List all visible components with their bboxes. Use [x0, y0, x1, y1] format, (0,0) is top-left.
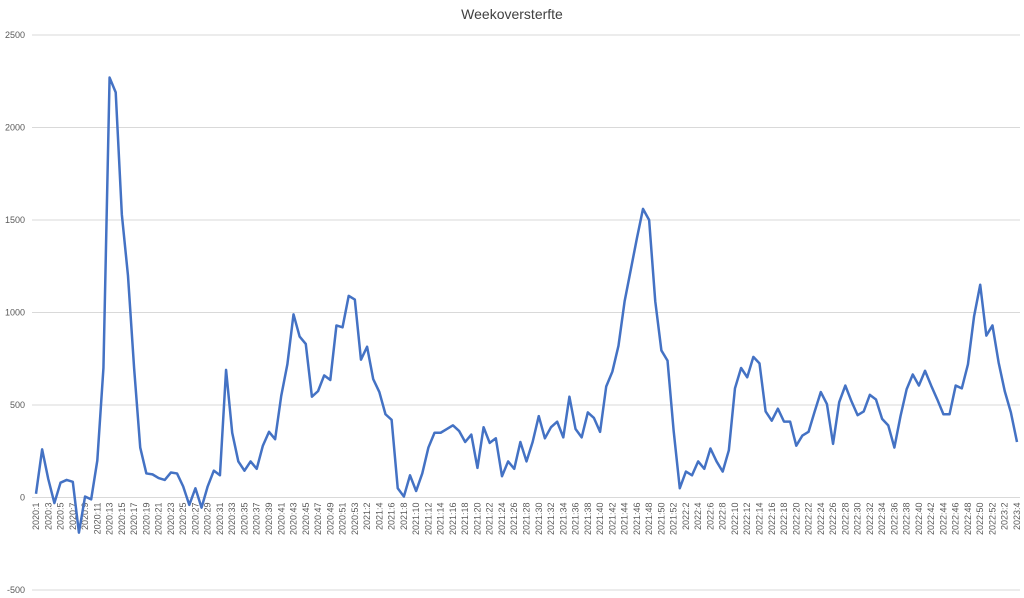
- x-tick-label: 2022:42: [926, 503, 936, 536]
- x-tick-label: 2021:36: [571, 503, 581, 536]
- x-tick-label: 2020:19: [141, 503, 151, 536]
- y-tick-label: 2500: [5, 30, 25, 40]
- x-tick-label: 2021:52: [669, 503, 679, 536]
- x-tick-label: 2022:40: [914, 503, 924, 536]
- x-tick-label: 2021:10: [411, 503, 421, 536]
- x-tick-label: 2022:34: [877, 503, 887, 536]
- x-tick-label: 2020:9: [80, 503, 90, 531]
- x-tick-label: 2022:36: [889, 503, 899, 536]
- x-tick-label: 2020:29: [203, 503, 213, 536]
- x-tick-label: 2021:18: [460, 503, 470, 536]
- x-tick-label: 2022:22: [804, 503, 814, 536]
- x-tick-label: 2021:40: [595, 503, 605, 536]
- x-tick-label: 2020:15: [117, 503, 127, 536]
- x-tick-label: 2021:46: [632, 503, 642, 536]
- x-tick-label: 2020:23: [166, 503, 176, 536]
- x-tick-label: 2021:42: [607, 503, 617, 536]
- y-tick-label: 1500: [5, 215, 25, 225]
- x-tick-label: 2020:1: [31, 503, 41, 531]
- x-tick-label: 2022:20: [791, 503, 801, 536]
- x-tick-label: 2020:53: [350, 503, 360, 536]
- x-tick-label: 2020:25: [178, 503, 188, 536]
- x-tick-label: 2020:41: [276, 503, 286, 536]
- y-tick-label: 1000: [5, 308, 25, 318]
- y-tick-label: 0: [20, 493, 25, 503]
- x-tick-label: 2020:7: [68, 503, 78, 531]
- x-tick-label: 2020:27: [190, 503, 200, 536]
- x-tick-label: 2021:2: [362, 503, 372, 531]
- x-tick-label: 2021:6: [387, 503, 397, 531]
- x-tick-label: 2020:13: [105, 503, 115, 536]
- x-tick-label: 2020:5: [56, 503, 66, 531]
- x-tick-label: 2020:43: [289, 503, 299, 536]
- x-tick-label: 2021:12: [423, 503, 433, 536]
- x-tick-label: 2020:31: [215, 503, 225, 536]
- x-tick-label: 2021:38: [583, 503, 593, 536]
- x-tick-label: 2022:48: [963, 503, 973, 536]
- x-tick-label: 2022:46: [951, 503, 961, 536]
- x-tick-label: 2022:18: [779, 503, 789, 536]
- x-tick-label: 2023:2: [1000, 503, 1010, 531]
- x-tick-label: 2020:3: [43, 503, 53, 531]
- chart-title: Weekoversterfte: [461, 6, 563, 22]
- x-tick-label: 2020:39: [264, 503, 274, 536]
- x-tick-label: 2022:32: [865, 503, 875, 536]
- x-tick-label: 2022:38: [902, 503, 912, 536]
- x-tick-label: 2020:11: [92, 503, 102, 535]
- x-tick-label: 2021:22: [485, 503, 495, 536]
- x-tick-label: 2020:33: [227, 503, 237, 536]
- x-tick-label: 2021:48: [644, 503, 654, 536]
- x-tick-label: 2022:12: [742, 503, 752, 536]
- x-tick-label: 2021:28: [522, 503, 532, 536]
- x-tick-label: 2022:4: [693, 503, 703, 531]
- x-tick-label: 2022:6: [705, 503, 715, 531]
- x-tick-label: 2021:14: [436, 503, 446, 536]
- x-tick-label: 2022:30: [853, 503, 863, 536]
- x-tick-label: 2022:10: [730, 503, 740, 536]
- x-tick-label: 2022:44: [938, 503, 948, 536]
- x-tick-label: 2022:16: [767, 503, 777, 536]
- y-tick-label: 500: [10, 400, 25, 410]
- x-tick-label: 2021:34: [558, 503, 568, 536]
- x-tick-label: 2021:4: [374, 503, 384, 531]
- x-tick-label: 2021:16: [448, 503, 458, 536]
- x-tick-label: 2021:8: [399, 503, 409, 531]
- x-tick-label: 2022:2: [681, 503, 691, 531]
- x-tick-label: 2022:52: [987, 503, 997, 536]
- x-tick-label: 2022:14: [754, 503, 764, 536]
- x-tick-label: 2022:24: [816, 503, 826, 536]
- data-line: [34, 76, 1019, 534]
- x-tick-label: 2021:24: [497, 502, 507, 535]
- x-tick-label: 2021:32: [546, 503, 556, 536]
- x-tick-label: 2020:37: [252, 503, 262, 536]
- x-tick-label: 2021:44: [620, 503, 630, 536]
- x-tick-label: 2021:50: [656, 503, 666, 536]
- x-tick-label: 2020:51: [338, 503, 348, 536]
- x-tick-label: 2020:21: [154, 503, 164, 536]
- x-tick-label: 2021:20: [472, 503, 482, 536]
- x-tick-label: 2020:35: [239, 503, 249, 536]
- x-tick-label: 2021:26: [509, 503, 519, 536]
- x-tick-label: 2022:50: [975, 503, 985, 536]
- x-tick-label: 2020:47: [313, 503, 323, 536]
- y-tick-label: -500: [7, 585, 25, 595]
- x-tick-label: 2021:30: [534, 503, 544, 536]
- x-tick-label: 2022:28: [840, 503, 850, 536]
- x-tick-label: 2020:49: [325, 503, 335, 536]
- x-tick-label: 2023:4: [1012, 503, 1022, 531]
- x-tick-label: 2020:17: [129, 503, 139, 536]
- x-tick-label: 2020:45: [301, 503, 311, 536]
- y-tick-label: 2000: [5, 123, 25, 133]
- x-tick-label: 2022:26: [828, 503, 838, 536]
- x-tick-label: 2022:8: [718, 503, 728, 531]
